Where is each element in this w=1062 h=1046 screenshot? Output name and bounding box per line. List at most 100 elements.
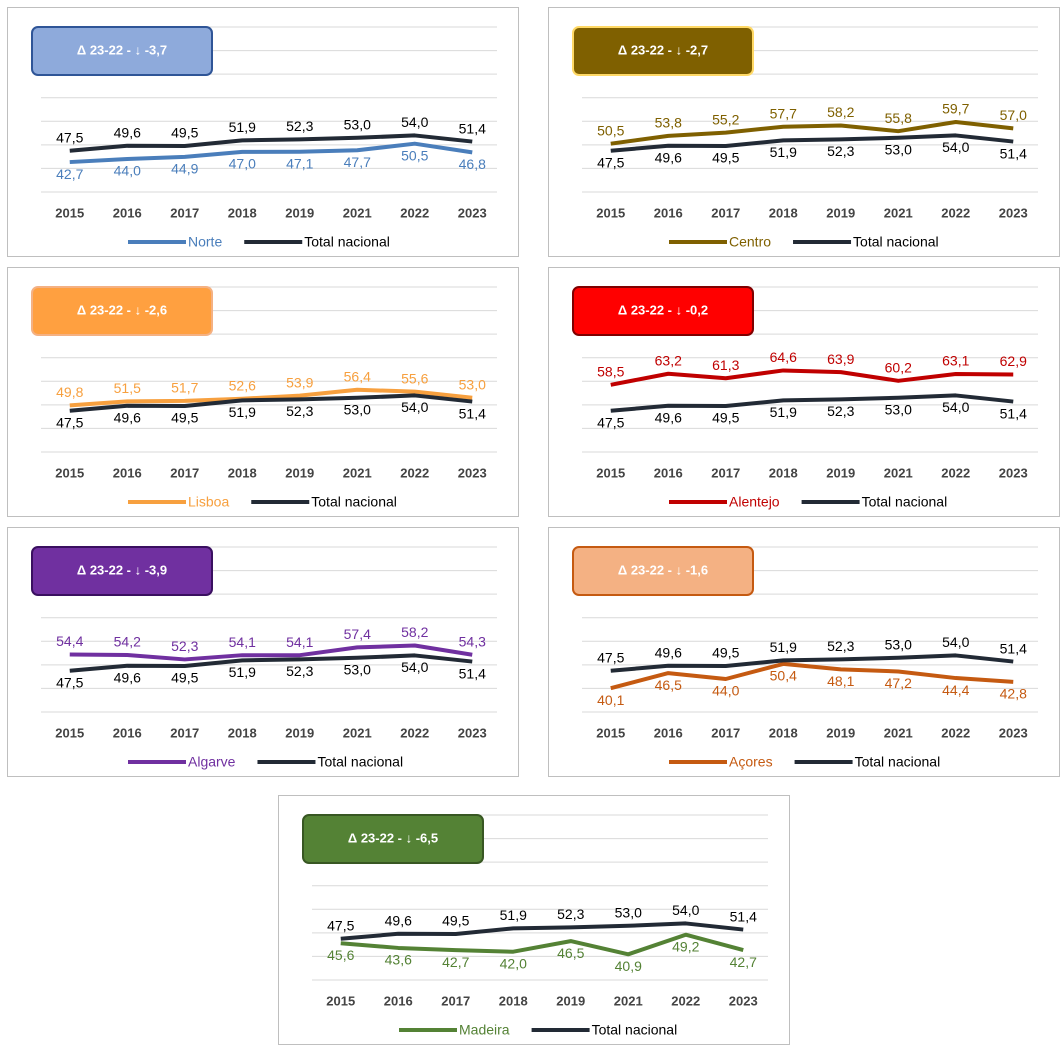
series-line (69, 387, 473, 408)
series-line (69, 643, 473, 662)
series-line (610, 133, 1014, 153)
chart-panel: Δ 23-22 - ↓ -1,6 2015 2016 2017 2018 2019 2021… (548, 527, 1060, 777)
x-tick-label: 2016 (113, 725, 142, 740)
x-tick-label: 2023 (458, 725, 487, 740)
series-line (610, 661, 1014, 691)
x-tick-label: 2019 (285, 725, 314, 740)
value-label: 44,0 (712, 683, 739, 699)
legend-label: Lisboa (188, 494, 229, 510)
badge-text: Δ 23-22 - ↓ -0,2 (618, 302, 708, 317)
badge (572, 286, 754, 336)
value-label: 55,8 (885, 110, 912, 126)
series-line (610, 393, 1014, 413)
badge (31, 26, 213, 76)
x-tick-label: 2021 (343, 465, 372, 480)
value-label: 52,3 (171, 638, 198, 654)
value-label: 49,5 (712, 645, 739, 661)
value-label: 40,9 (615, 958, 642, 974)
value-label: 53,0 (344, 401, 371, 417)
x-tick-label: 2018 (228, 725, 257, 740)
value-label: 57,0 (1000, 107, 1027, 123)
badge (302, 814, 484, 864)
x-tick-label: 2016 (384, 993, 413, 1008)
value-label: 63,2 (655, 352, 682, 368)
value-label: 53,0 (344, 116, 371, 132)
value-label: 47,1 (286, 155, 313, 171)
value-label: 46,8 (459, 156, 486, 172)
value-label: 47,5 (327, 917, 354, 933)
series-line (69, 133, 473, 153)
value-label: 47,2 (885, 675, 912, 691)
x-tick-label: 2015 (596, 205, 625, 220)
value-label: 64,6 (770, 349, 797, 365)
value-label: 54,0 (401, 114, 428, 130)
value-label: 63,9 (827, 351, 854, 367)
value-label: 63,1 (942, 353, 969, 369)
value-label: 49,5 (712, 410, 739, 426)
value-label: 49,8 (56, 384, 83, 400)
x-tick-label: 2018 (769, 725, 798, 740)
x-tick-label: 2022 (671, 993, 700, 1008)
x-tick-label: 2017 (711, 465, 740, 480)
x-tick-label: 2017 (711, 725, 740, 740)
value-label: 54,0 (401, 399, 428, 415)
x-tick-label: 2019 (556, 993, 585, 1008)
value-label: 46,5 (557, 945, 584, 961)
value-label: 51,9 (229, 119, 256, 135)
legend-label: Total nacional (855, 754, 941, 770)
x-tick-label: 2017 (711, 205, 740, 220)
value-label: 57,7 (770, 105, 797, 121)
value-label: 49,6 (114, 410, 141, 426)
value-label: 46,5 (655, 677, 682, 693)
value-label: 47,5 (597, 649, 624, 665)
value-label: 51,5 (114, 380, 141, 396)
legend-label: Total nacional (311, 494, 397, 510)
value-label: 52,3 (286, 403, 313, 419)
value-label: 54,4 (56, 633, 83, 649)
x-tick-label: 2019 (826, 725, 855, 740)
value-label: 51,9 (770, 404, 797, 420)
value-label: 40,1 (597, 692, 624, 708)
value-label: 49,6 (385, 913, 412, 929)
value-label: 42,0 (500, 955, 527, 971)
value-label: 47,7 (344, 154, 371, 170)
value-label: 51,9 (770, 639, 797, 655)
series-line (69, 393, 473, 413)
badge-text: Δ 23-22 - ↓ -2,6 (77, 302, 167, 317)
value-label: 47,5 (597, 414, 624, 430)
legend-label: Algarve (188, 754, 236, 770)
value-label: 44,9 (171, 161, 198, 177)
value-label: 47,5 (56, 414, 83, 430)
legend-label: Açores (729, 754, 773, 770)
value-label: 53,9 (286, 374, 313, 390)
value-label: 52,3 (286, 118, 313, 134)
value-label: 54,0 (401, 659, 428, 675)
badge-text: Δ 23-22 - ↓ -3,9 (77, 562, 167, 577)
value-label: 43,6 (385, 952, 412, 968)
x-tick-label: 2023 (458, 205, 487, 220)
value-label: 51,7 (171, 380, 198, 396)
value-label: 49,5 (171, 125, 198, 141)
value-label: 50,5 (597, 122, 624, 138)
series-line (610, 368, 1014, 387)
x-tick-label: 2023 (999, 205, 1028, 220)
value-label: 54,3 (459, 633, 486, 649)
value-label: 52,3 (827, 143, 854, 159)
value-label: 50,4 (770, 668, 797, 684)
x-tick-label: 2021 (343, 725, 372, 740)
value-label: 42,7 (56, 166, 83, 182)
value-label: 53,0 (885, 401, 912, 417)
x-tick-label: 2022 (400, 725, 429, 740)
legend-label: Total nacional (317, 754, 403, 770)
value-label: 51,9 (770, 144, 797, 160)
value-label: 49,5 (442, 913, 469, 929)
value-label: 55,2 (712, 111, 739, 127)
series-line (610, 119, 1014, 146)
value-label: 51,4 (730, 908, 757, 924)
value-label: 53,0 (344, 661, 371, 677)
legend-label: Total nacional (853, 234, 939, 250)
value-label: 50,5 (401, 147, 428, 163)
legend-label: Alentejo (729, 494, 780, 510)
value-label: 49,6 (114, 670, 141, 686)
